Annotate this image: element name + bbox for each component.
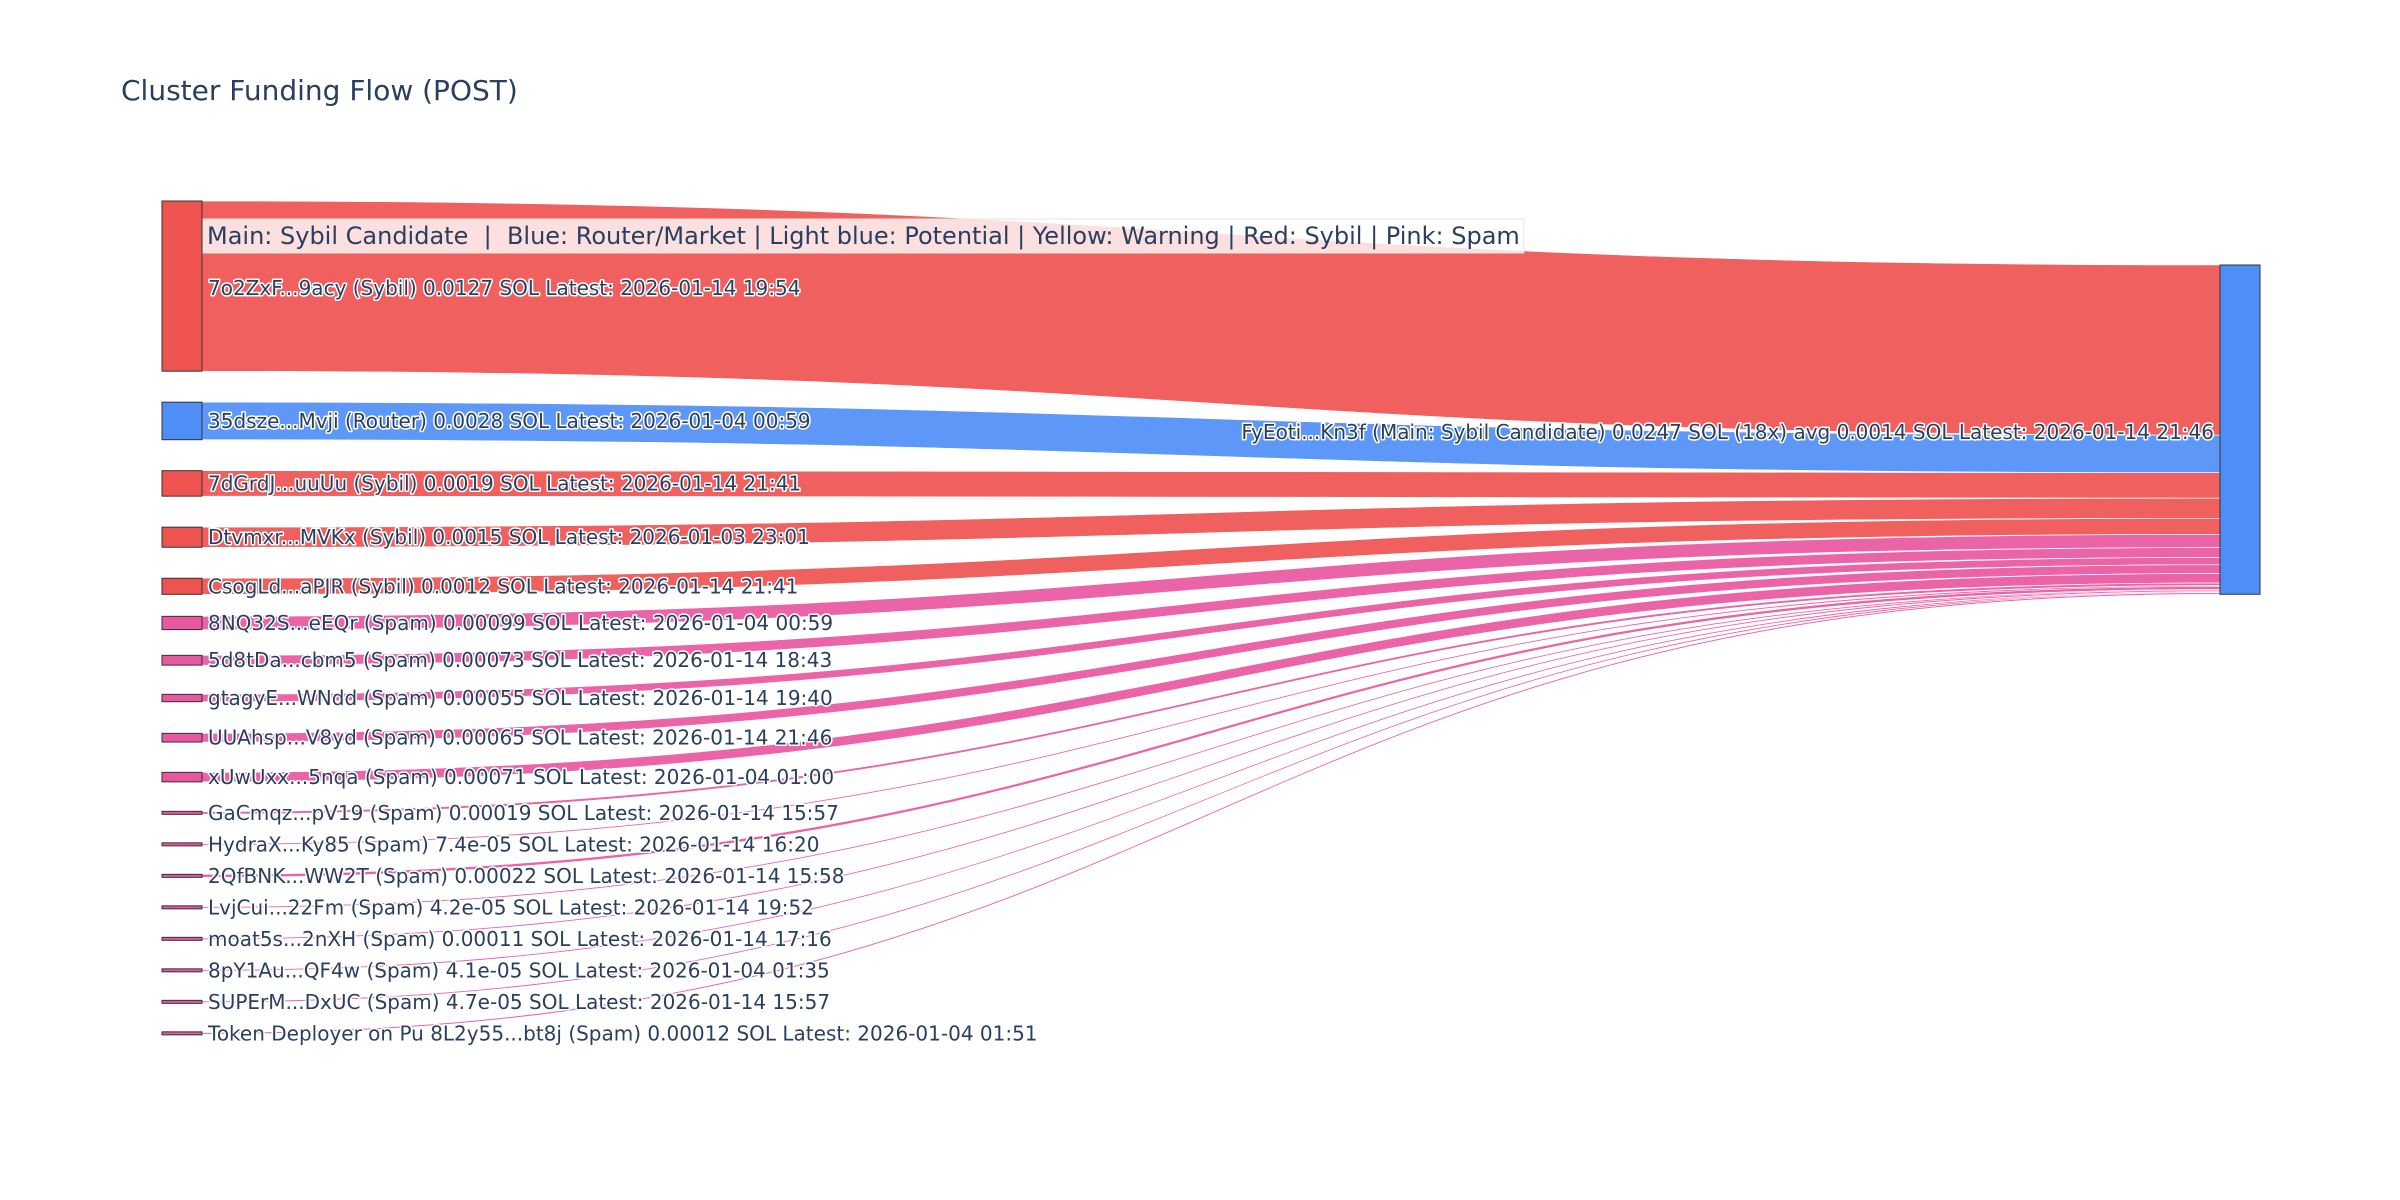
source-label-9: xUwUxx...5nqa (Spam) 0.00071 SOL Latest:… xyxy=(208,765,834,789)
source-label-10: GaCmqz...pV19 (Spam) 0.00019 SOL Latest:… xyxy=(208,801,839,825)
source-label-4: CsogLd...aPJR (Sybil) 0.0012 SOL Latest:… xyxy=(208,574,798,598)
source-label-7: gtagyE...WNdd (Spam) 0.00055 SOL Latest:… xyxy=(208,686,833,710)
source-node-15[interactable] xyxy=(161,968,203,973)
source-node-1[interactable] xyxy=(161,401,203,441)
source-node-16[interactable] xyxy=(161,999,203,1004)
source-node-9[interactable] xyxy=(161,771,203,783)
source-node-13[interactable] xyxy=(161,905,203,910)
legend-annotation-box: Main: Sybil Candidate | Blue: Router/Mar… xyxy=(202,218,1525,254)
source-label-3: Dtvmxr...MVKx (Sybil) 0.0015 SOL Latest:… xyxy=(208,525,810,549)
source-node-6[interactable] xyxy=(161,654,203,666)
source-label-14: moat5s...2nXH (Spam) 0.00011 SOL Latest:… xyxy=(208,927,832,951)
source-node-8[interactable] xyxy=(161,732,203,743)
source-node-4[interactable] xyxy=(161,577,203,595)
source-label-16: SUPErM...DxUC (Spam) 4.7e-05 SOL Latest:… xyxy=(208,990,830,1014)
source-node-7[interactable] xyxy=(161,693,203,703)
target-node[interactable] xyxy=(2219,264,2261,595)
chart-title: Cluster Funding Flow (POST) xyxy=(121,74,518,107)
source-node-5[interactable] xyxy=(161,615,203,631)
source-label-2: 7dGrdJ...uuUu (Sybil) 0.0019 SOL Latest:… xyxy=(208,471,801,495)
source-label-17: Token Deployer on Pu 8L2y55...bt8j (Spam… xyxy=(207,1021,1038,1045)
source-node-3[interactable] xyxy=(161,526,203,548)
source-label-0: 7o2ZxF...9acy (Sybil) 0.0127 SOL Latest:… xyxy=(208,276,800,300)
source-label-15: 8pY1Au...QF4w (Spam) 4.1e-05 SOL Latest:… xyxy=(208,958,830,982)
source-label-8: UUAhsp...V8yd (Spam) 0.00065 SOL Latest:… xyxy=(208,726,832,750)
source-label-5: 8NQ32S...eEQr (Spam) 0.00099 SOL Latest:… xyxy=(208,611,833,635)
source-label-13: LvjCui...22Fm (Spam) 4.2e-05 SOL Latest:… xyxy=(208,895,814,919)
label-layer: 7o2ZxF...9acy (Sybil) 0.0127 SOL Latest:… xyxy=(206,275,2216,1047)
source-label-12: 2QfBNK...WW2T (Spam) 0.00022 SOL Latest:… xyxy=(208,864,844,888)
source-node-0[interactable] xyxy=(161,200,203,372)
target-label: FyEoti...Kn3f (Main: Sybil Candidate) 0.… xyxy=(1241,420,2214,444)
source-label-1: 35dsze...Mvji (Router) 0.0028 SOL Latest… xyxy=(208,409,811,433)
source-node-2[interactable] xyxy=(161,470,203,497)
node-layer xyxy=(161,200,2261,1036)
source-node-11[interactable] xyxy=(161,842,203,847)
source-node-12[interactable] xyxy=(161,873,203,878)
source-node-14[interactable] xyxy=(161,936,203,941)
source-label-6: 5d8tDa...cbm5 (Spam) 0.00073 SOL Latest:… xyxy=(208,648,832,672)
source-node-10[interactable] xyxy=(161,810,203,815)
legend-annotation: Main: Sybil Candidate | Blue: Router/Mar… xyxy=(207,222,1520,250)
source-label-11: HydraX...Ky85 (Spam) 7.4e-05 SOL Latest:… xyxy=(208,832,819,856)
source-node-17[interactable] xyxy=(161,1031,203,1036)
